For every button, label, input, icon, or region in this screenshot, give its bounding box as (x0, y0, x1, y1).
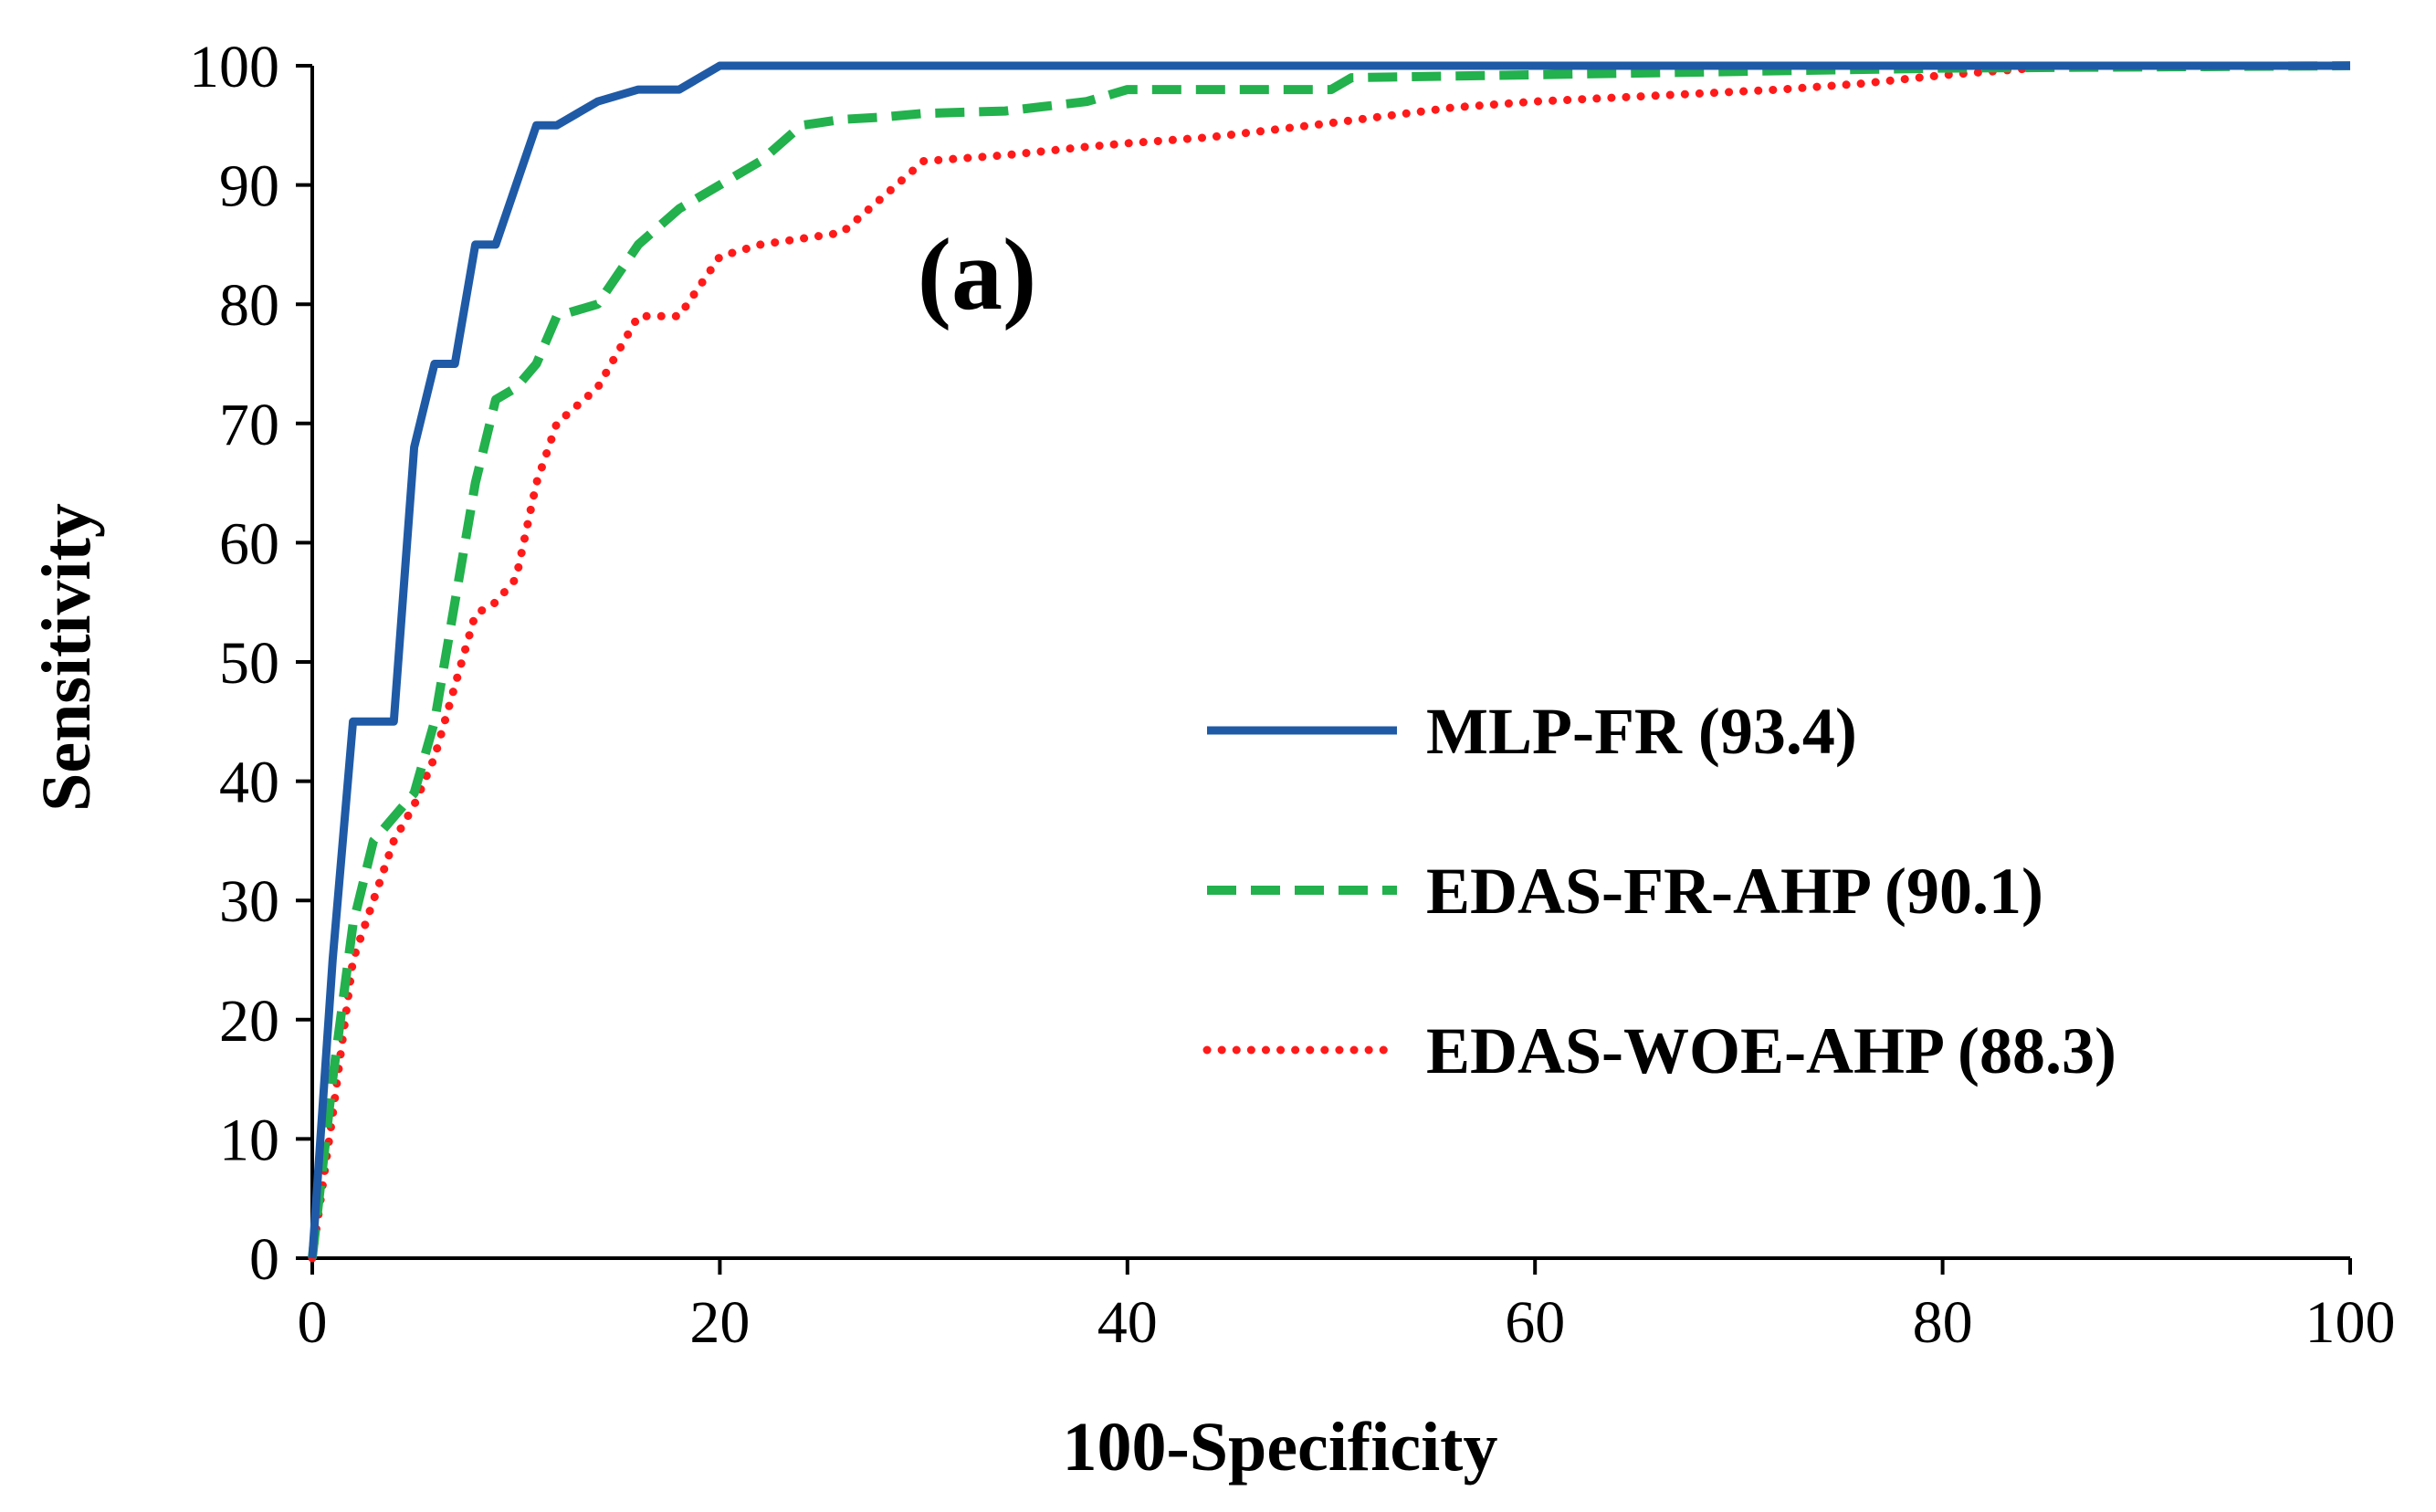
y-tick-label: 90 (219, 153, 279, 220)
y-tick-label: 30 (219, 868, 279, 935)
y-tick-label: 70 (219, 392, 279, 458)
legend-label-0: MLP-FR (93.4) (1426, 695, 1857, 768)
y-tick-label: 20 (219, 988, 279, 1055)
y-axis-title: Sensitivity (28, 503, 105, 812)
legend-label-1: EDAS-FR-AHP (90.1) (1426, 855, 2043, 928)
legend-label-2: EDAS-WOE-AHP (88.3) (1426, 1014, 2116, 1087)
x-tick-label: 20 (689, 1289, 750, 1356)
y-tick-label: 80 (219, 272, 279, 339)
y-tick-label: 40 (219, 750, 279, 816)
x-tick-label: 80 (1913, 1289, 1973, 1356)
x-tick-label: 40 (1097, 1289, 1158, 1356)
y-tick-label: 10 (219, 1107, 279, 1173)
y-tick-label: 60 (219, 510, 279, 577)
series-line-1 (308, 61, 2351, 1259)
y-tick-label: 50 (219, 630, 279, 697)
series-lines (308, 61, 2355, 1263)
panel-label: (a) (918, 218, 1037, 331)
legend: MLP-FR (93.4) EDAS-FR-AHP (90.1) EDAS-WOE-… (1202, 695, 2116, 1087)
x-tick-label: 60 (1505, 1289, 1565, 1356)
y-tick-label: 0 (249, 1226, 279, 1293)
x-tick-label: 100 (2305, 1289, 2396, 1356)
series-line-2 (308, 61, 2355, 1263)
x-axis-title: 100-Specificity (1062, 1409, 1497, 1486)
y-tick-label: 100 (189, 34, 279, 100)
series-line-0 (308, 61, 2350, 1259)
axes: 0 10 20 30 40 50 60 70 80 90 100 0 20 40 60 80 100 (189, 34, 2396, 1356)
x-tick-label: 0 (298, 1289, 328, 1356)
